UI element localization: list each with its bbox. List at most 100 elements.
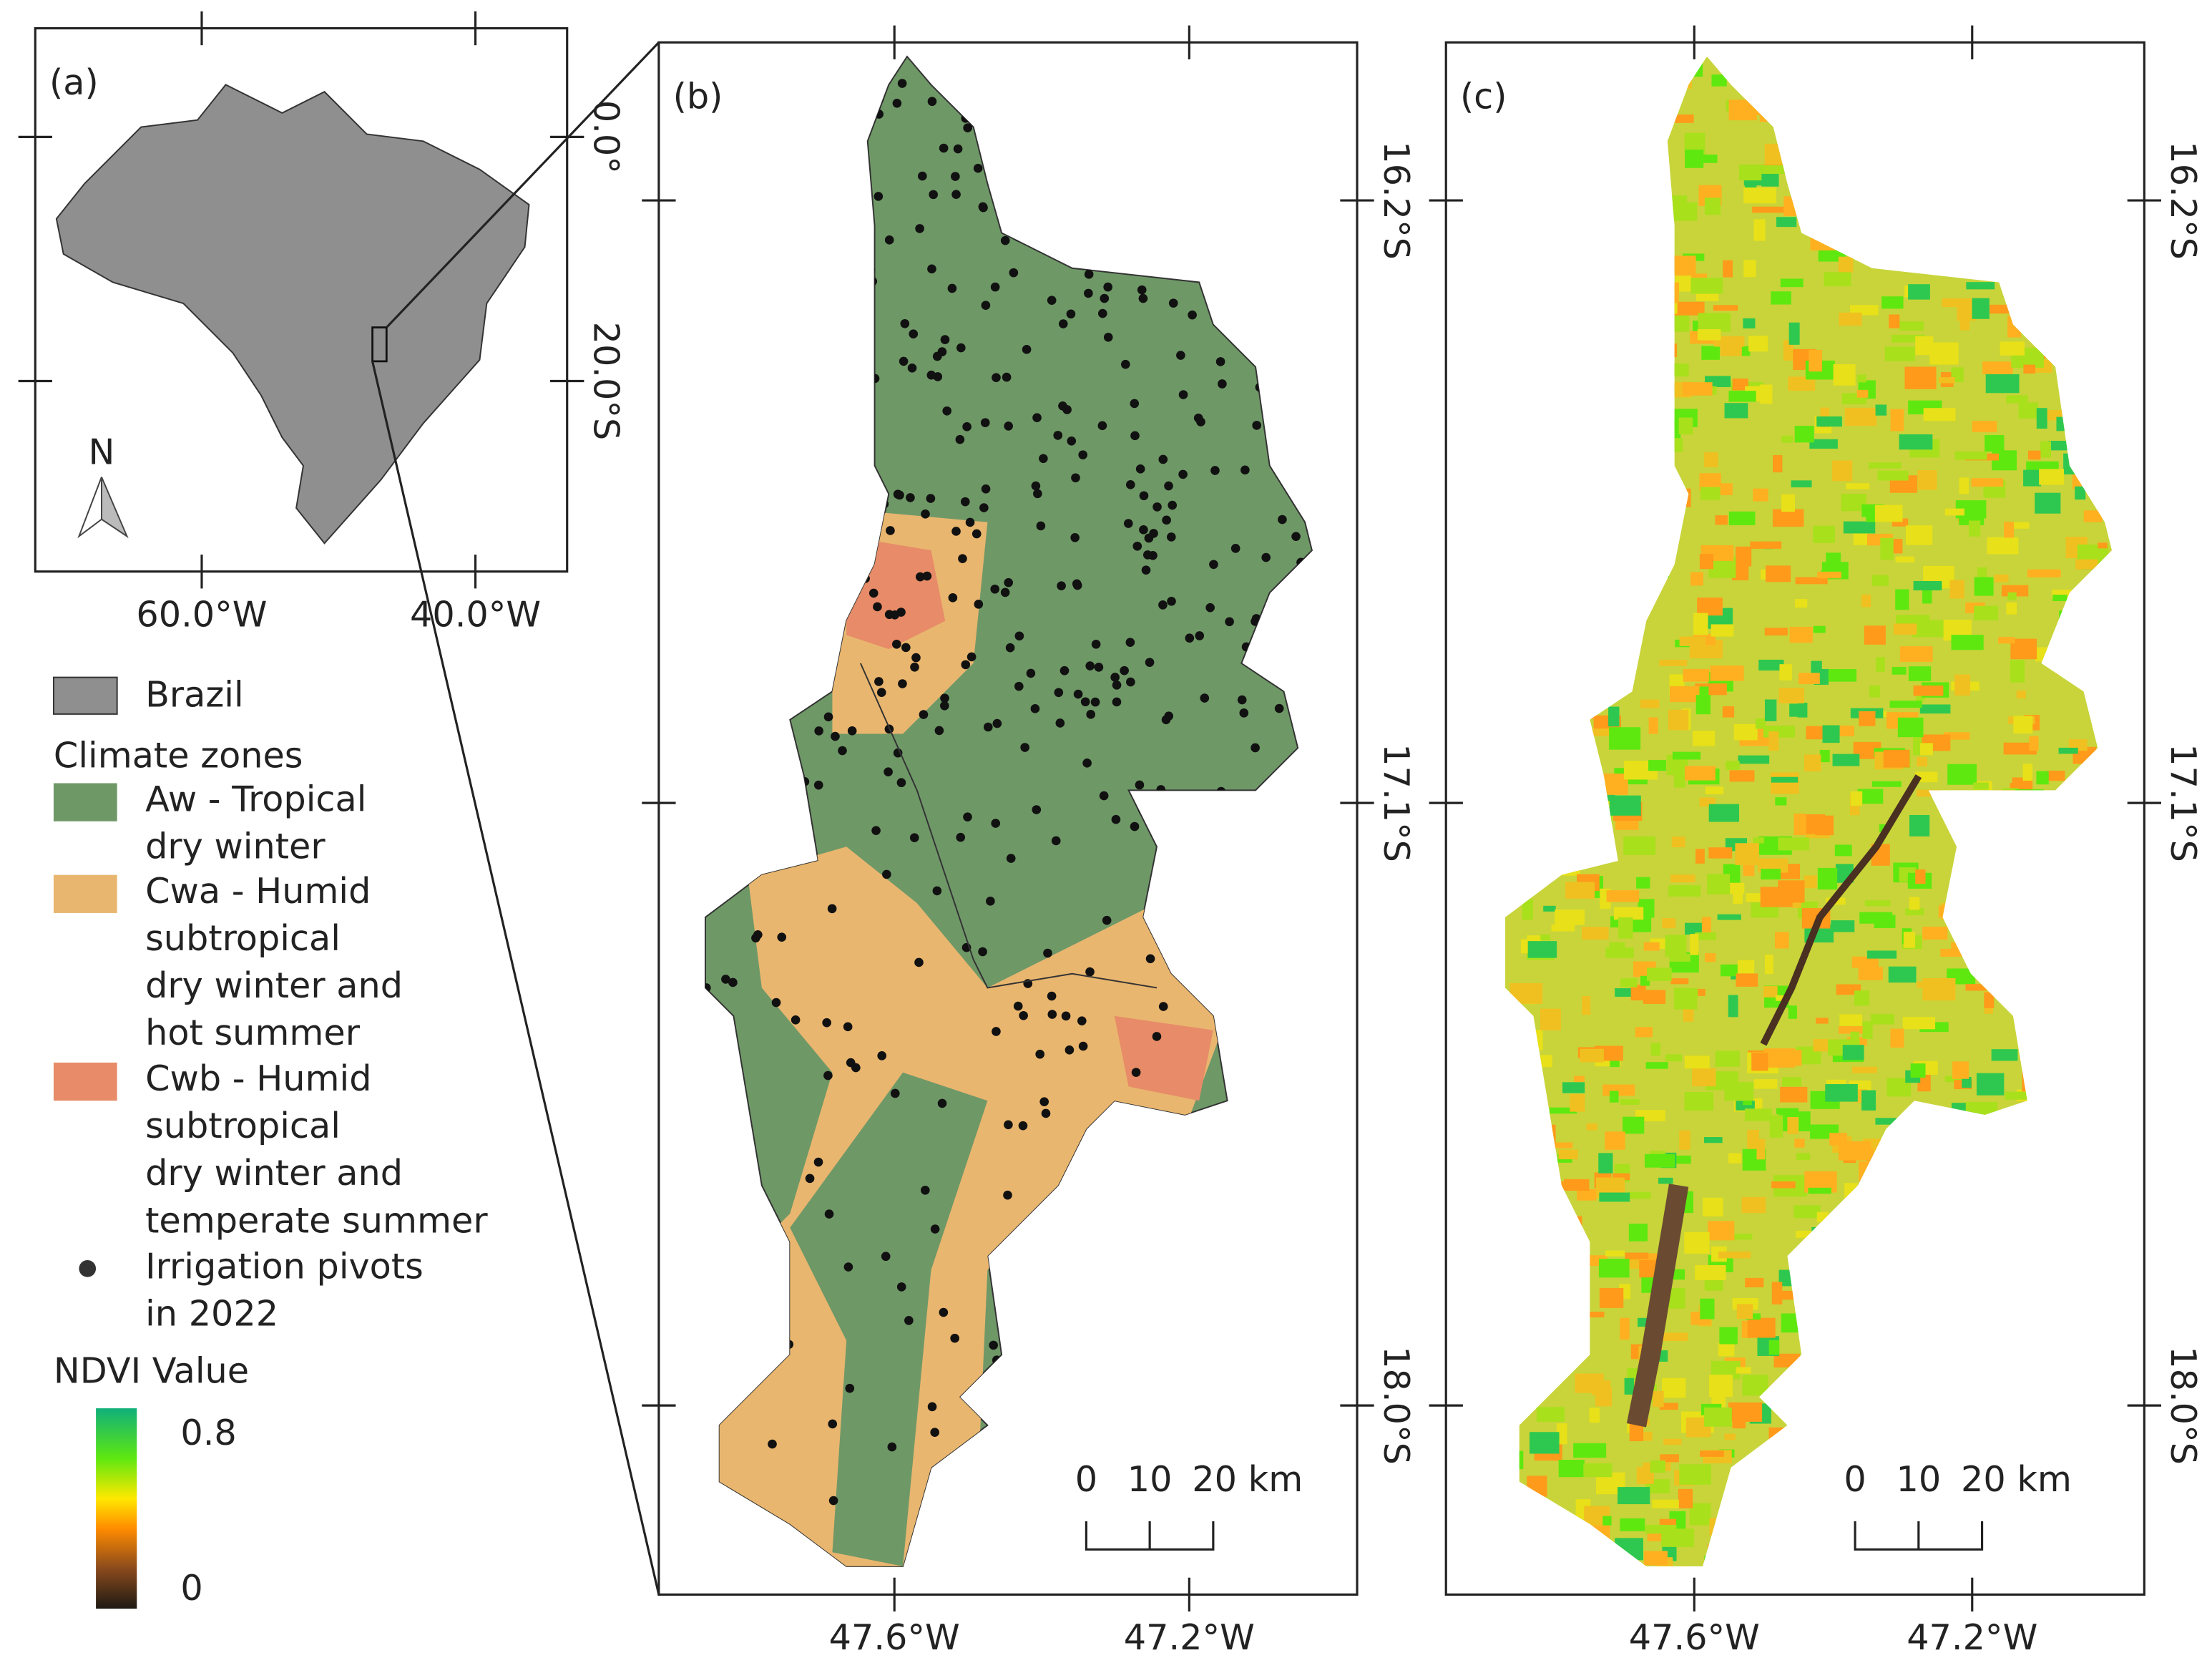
study-box: [371, 326, 388, 363]
pivot: [881, 1252, 891, 1262]
ndvi-patch: [1505, 1501, 1519, 1523]
ndvi-patch: [1609, 122, 1628, 132]
ndvi-patch: [1857, 1292, 1874, 1302]
ndvi-patch: [1838, 162, 1849, 175]
ndvi-patch: [1505, 391, 1527, 411]
ndvi-patch: [1859, 1354, 1892, 1363]
ndvi-patch: [1684, 766, 1716, 781]
pivot: [1123, 519, 1133, 528]
ndvi-patch: [1959, 477, 1969, 494]
ndvi-patch: [2035, 1233, 2045, 1256]
ndvi-patch: [1839, 312, 1862, 326]
ndvi-patch: [1605, 226, 1630, 233]
legend-label: Brazil: [145, 674, 244, 716]
ndvi-patch: [1704, 1555, 1737, 1562]
pivot: [1135, 464, 1145, 474]
pivot: [766, 180, 776, 190]
pivot: [806, 96, 816, 106]
ndvi-patch: [2056, 107, 2070, 123]
ndvi-patch: [2024, 1381, 2052, 1390]
ndvi-patch: [1886, 1418, 1910, 1432]
ndvi-patch: [1930, 1169, 1944, 1182]
ndvi-patch: [1985, 1118, 2003, 1140]
pivot: [1184, 1213, 1194, 1223]
ndvi-patch: [1684, 1092, 1714, 1111]
ndvi-patch: [1711, 74, 1727, 87]
pivot: [753, 179, 763, 189]
ndvi-patch: [1671, 301, 1705, 316]
ndvi-patch: [1535, 487, 1549, 502]
ndvi-patch: [1877, 470, 1909, 481]
pivot: [1138, 165, 1148, 174]
ndvi-patch: [2015, 789, 2044, 805]
ndvi-patch: [1659, 660, 1688, 666]
ndvi-patch: [1748, 336, 1768, 352]
north-label: N: [89, 431, 115, 473]
ndvi-patch: [1893, 623, 1917, 635]
ndvi-patch: [1662, 1332, 1688, 1342]
pivot: [1274, 779, 1284, 789]
pivot: [1141, 565, 1151, 575]
pivot: [1135, 780, 1145, 790]
ndvi-patch: [2088, 219, 2108, 236]
pivot: [1043, 57, 1053, 67]
pivot: [771, 998, 781, 1008]
pivot: [1073, 689, 1083, 699]
ndvi-patch: [1578, 1528, 1593, 1543]
pivot: [741, 592, 751, 603]
ndvi-patch: [1512, 182, 1542, 196]
ndvi-patch: [2040, 182, 2062, 198]
ndvi-patch: [1562, 195, 1575, 205]
ndvi-patch: [1892, 252, 1912, 270]
ndvi-patch: [1524, 390, 1554, 406]
ndvi-patch: [1643, 506, 1660, 523]
ndvi-patch: [1809, 350, 1823, 372]
ndvi-patch: [2003, 1404, 2029, 1416]
y-tick-label: 18.0°S: [2163, 1346, 2204, 1465]
ndvi-patch: [1812, 1239, 1823, 1259]
ndvi-patch: [2005, 1091, 2031, 1100]
ndvi-patch: [1952, 1428, 1969, 1439]
ndvi-patch: [1715, 1050, 1740, 1067]
pivot: [1077, 1016, 1087, 1025]
ndvi-patch: [1557, 173, 1591, 195]
ndvi-patch: [1801, 1277, 1831, 1294]
ndvi-patch: [1850, 791, 1863, 806]
ndvi-patch: [1509, 1512, 1541, 1527]
pivot: [1047, 174, 1057, 184]
ndvi-patch: [2025, 1267, 2059, 1276]
ndvi-patch: [1521, 346, 1538, 356]
ndvi-patch: [1508, 1033, 1532, 1050]
ndvi-patch: [1834, 844, 1852, 857]
pivot: [746, 794, 755, 804]
ndvi-patch: [1937, 1312, 1947, 1327]
ndvi-patch: [1913, 685, 1944, 696]
pivot: [795, 803, 804, 813]
ndvi-patch: [1987, 537, 2019, 555]
pivot: [1040, 56, 1050, 64]
ndvi-patch: [1645, 1154, 1675, 1168]
pivot: [1289, 707, 1299, 716]
ndvi-patch: [1859, 912, 1893, 924]
ndvi-patch: [2090, 895, 2108, 903]
ndvi-patch: [1801, 1516, 1816, 1526]
ndvi-patch: [1949, 580, 1964, 599]
pivot: [1305, 869, 1312, 879]
ndvi-patch: [2072, 384, 2083, 391]
ndvi-patch: [1609, 512, 1632, 531]
pivot: [828, 152, 838, 162]
ndvi-patch: [2081, 253, 2112, 269]
ndvi-patch: [1783, 340, 1793, 361]
ndvi-patch: [2026, 1234, 2056, 1250]
pivot: [992, 1027, 1001, 1036]
pivot: [1072, 1373, 1081, 1382]
pivot: [831, 111, 841, 120]
ndvi-patch: [2097, 210, 2112, 224]
ndvi-patch: [2041, 850, 2060, 869]
ndvi-patch: [1910, 1063, 1926, 1078]
ndvi-patch: [2060, 1181, 2084, 1191]
ndvi-patch: [1535, 1294, 1558, 1316]
ndvi-patch: [2052, 65, 2084, 76]
ndvi-patch: [1527, 693, 1542, 716]
ndvi-patch: [1567, 685, 1602, 697]
